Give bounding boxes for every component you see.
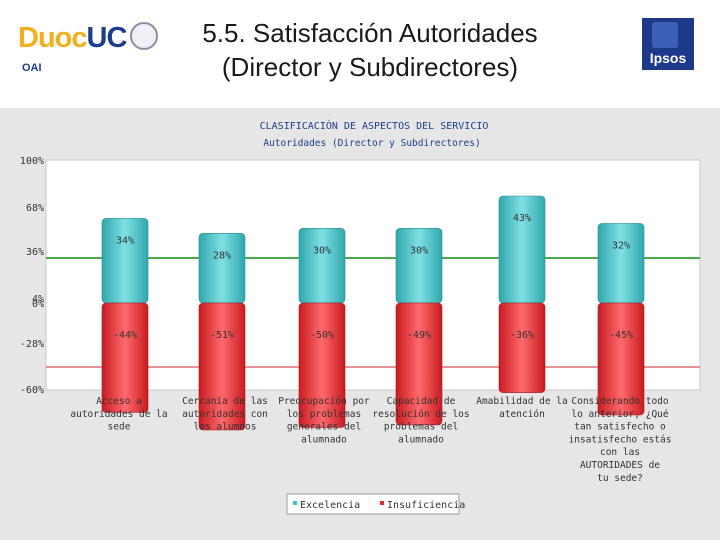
bar-label-insuficiencia: -44% (113, 330, 137, 341)
category-label: tan satisfecho o (574, 422, 666, 433)
y-axis-ticks: 100% 68% 36% 4%0% -28% -60% (20, 156, 44, 396)
bar-label-insuficiencia: -50% (310, 330, 334, 341)
bar-label-insuficiencia: -49% (407, 330, 431, 341)
y-tick-label: 4% (32, 294, 44, 305)
category-label: Capacidad de (387, 396, 456, 407)
legend: Excelencia Insuficiencia (286, 493, 465, 515)
bar-label-insuficiencia: -45% (609, 330, 633, 341)
category-label: problemas del (384, 422, 458, 433)
y-tick-label: 68% (26, 203, 44, 214)
category-label: insatisfecho estás (569, 434, 672, 445)
category-label: Amabilidad de la (476, 396, 568, 407)
category-label: los alumnos (194, 422, 257, 433)
category-label: generales del (287, 422, 361, 433)
bar-label-excelencia: 34% (116, 235, 134, 246)
bar-excelencia (597, 223, 645, 304)
category-label: resolución de los (372, 409, 469, 420)
slide-title-line1: 5.5. Satisfacción Autoridades (202, 18, 538, 48)
bar-insuficiencia (198, 302, 246, 431)
chart-subtitle: Autoridades (Director y Subdirectores) (263, 138, 480, 149)
ipsos-logo-text: Ipsos (649, 50, 687, 66)
category-label: sede (108, 422, 131, 433)
seal-icon (130, 22, 159, 51)
y-tick-label: 36% (26, 247, 44, 258)
y-tick-label: -28% (20, 339, 44, 350)
category-label: tu sede? (597, 473, 643, 484)
bar-excelencia (298, 228, 346, 304)
bar-excelencia (198, 233, 246, 304)
category-label: AUTORIDADES de (580, 460, 660, 471)
category-label: los problemas (287, 409, 361, 420)
oai-label: OAI (22, 62, 42, 74)
bar-label-insuficiencia: -36% (510, 330, 534, 341)
y-tick-label: 0% (32, 299, 44, 310)
bar-insuficiencia (101, 302, 149, 413)
category-label: Acceso a (96, 396, 142, 407)
category-label: autoridades de la (70, 409, 167, 420)
bar-label-excelencia: 28% (213, 250, 231, 261)
y-tick-label: -60% (20, 385, 44, 396)
duoc-uc-logo: DuocUC (18, 22, 159, 55)
chart-title: CLASIFICACIÓN DE ASPECTOS DEL SERVICIO (260, 119, 489, 132)
legend-swatch-excelencia (293, 501, 297, 505)
category-label: con las (600, 447, 640, 458)
bar-excelencia (101, 218, 149, 304)
bar-insuficiencia (498, 302, 546, 393)
bar-label-excelencia: 30% (313, 245, 331, 256)
bar-label-excelencia: 30% (410, 245, 428, 256)
ipsos-logo-shape (652, 22, 678, 48)
chart-area: CLASIFICACIÓN DE ASPECTOS DEL SERVICIO A… (0, 108, 720, 540)
category-label: Cercanía de las (182, 396, 268, 407)
slide-header: DuocUC OAI 5.5. Satisfacción Autoridades… (0, 0, 720, 108)
bar-label-excelencia: 43% (513, 213, 531, 224)
category-label: autoridades con (182, 409, 268, 420)
category-label: lo anterior, ¿Qué (571, 409, 669, 420)
category-label: alumnado (301, 434, 347, 445)
plot-area (45, 159, 701, 391)
bar-insuficiencia (597, 302, 645, 416)
bar-insuficiencia (395, 302, 443, 426)
logo-text-duoc: Duoc (18, 22, 87, 54)
ipsos-logo: Ipsos (642, 18, 694, 70)
category-label: Preocupación por (278, 396, 370, 407)
legend-swatch-insuficiencia (380, 501, 384, 505)
bars: 34% -44% 28% -51% 30% -50% 30% -49% 43% -36% 32% -4… (101, 195, 645, 431)
bar-label-excelencia: 32% (612, 240, 630, 251)
bar-excelencia (395, 228, 443, 304)
bar-label-insuficiencia: -51% (210, 330, 234, 341)
bar-insuficiencia (298, 302, 346, 428)
legend-box (286, 493, 460, 515)
category-label: alumnado (398, 434, 444, 445)
chart-svg: CLASIFICACIÓN DE ASPECTOS DEL SERVICIO A… (20, 119, 701, 515)
slide-title: 5.5. Satisfacción Autoridades (Director … (170, 16, 570, 84)
reference-lines (46, 257, 700, 368)
y-tick-label: 100% (20, 156, 44, 167)
category-labels: Acceso a autoridades de la sede Cercanía de… (70, 396, 671, 484)
legend-label-insuficiencia: Insuficiencia (387, 500, 465, 511)
category-label: Considerando todo (571, 396, 669, 407)
slide-title-line2: (Director y Subdirectores) (221, 52, 519, 82)
logo-text-uc: UC (86, 22, 128, 54)
category-label: atención (499, 409, 545, 420)
legend-label-excelencia: Excelencia (300, 500, 360, 511)
